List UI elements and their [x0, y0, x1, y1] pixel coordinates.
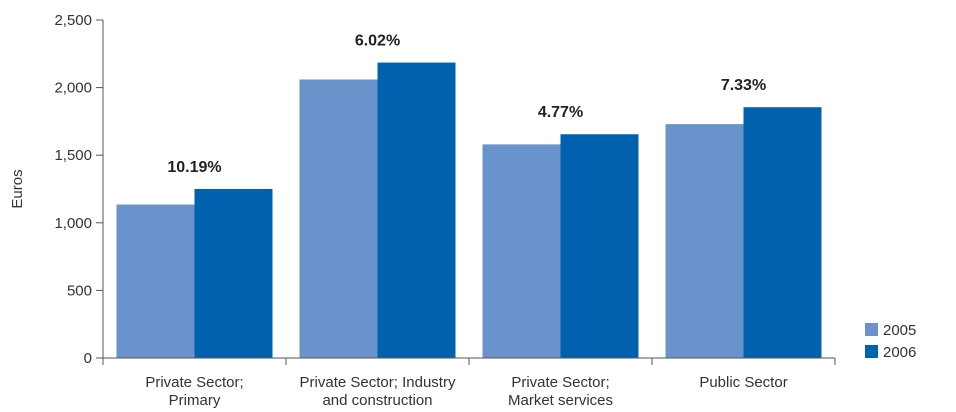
- category-label: Public Sector: [699, 374, 787, 391]
- category-label: Private Sector;: [511, 374, 609, 391]
- bar-2005-0: [116, 204, 195, 358]
- bar-2006-3: [743, 107, 822, 358]
- annotation-label: 10.19%: [167, 159, 221, 176]
- bar-2006-0: [194, 189, 273, 358]
- legend: 2005 2006: [865, 322, 916, 361]
- y-tick-label: 0: [84, 350, 92, 367]
- category-label: Private Sector;: [145, 374, 243, 391]
- y-tick-label: 2,000: [54, 80, 92, 97]
- category-label: Primary: [169, 392, 221, 409]
- bar-2005-3: [665, 124, 744, 358]
- bars-layer: [116, 62, 822, 358]
- y-tick-label: 500: [67, 282, 92, 299]
- bar-2006-1: [377, 62, 456, 358]
- legend-swatch-2006: [865, 345, 878, 358]
- y-tick-label: 1,500: [54, 147, 92, 164]
- category-label: Market services: [508, 392, 613, 409]
- legend-swatch-2005: [865, 323, 878, 336]
- y-axis-label: Euros: [9, 169, 26, 208]
- y-tick-label: 1,000: [54, 215, 92, 232]
- category-label: and construction: [322, 392, 432, 409]
- annotations-layer: 10.19% 6.02% 4.77% 7.33%: [167, 33, 766, 176]
- bar-2006-2: [560, 134, 639, 358]
- annotation-label: 7.33%: [721, 77, 766, 94]
- annotation-label: 6.02%: [355, 33, 400, 50]
- y-tick-label: 2,500: [54, 12, 92, 29]
- legend-label: 2005: [883, 322, 916, 339]
- legend-label: 2006: [883, 344, 916, 361]
- category-label: Private Sector; Industry: [300, 374, 456, 391]
- annotation-label: 4.77%: [538, 104, 583, 121]
- y-axis: 0 500 1,000 1,500 2,000 2,500: [54, 12, 104, 367]
- bar-2005-1: [299, 79, 378, 358]
- bar-2005-2: [482, 144, 561, 358]
